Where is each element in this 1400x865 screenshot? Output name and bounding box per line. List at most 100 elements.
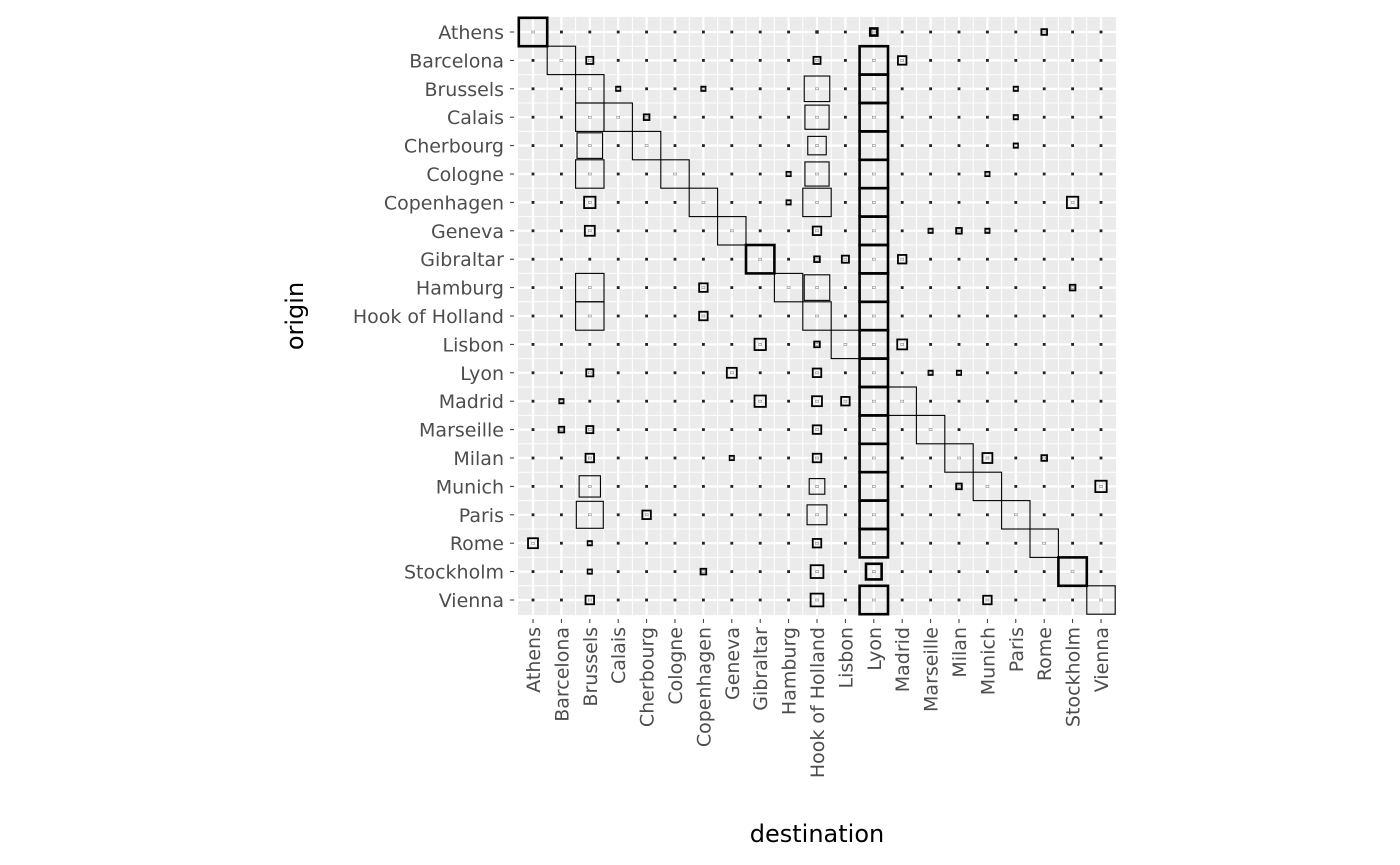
cell-mark xyxy=(984,227,991,234)
cell-mark xyxy=(641,509,652,520)
cell-mark xyxy=(730,87,734,91)
cell-mark xyxy=(1071,257,1075,261)
cell-center-mark xyxy=(815,371,819,375)
cell-mark xyxy=(701,428,705,432)
cell-mark xyxy=(559,200,563,204)
cell-mark xyxy=(1099,399,1103,403)
cell-mark xyxy=(843,598,847,602)
cell-mark xyxy=(517,16,549,48)
cell-mark xyxy=(843,570,847,574)
cell-mark xyxy=(929,456,933,460)
cell-mark xyxy=(957,541,961,545)
x-tick-label: Athens xyxy=(523,627,545,693)
cell-mark xyxy=(531,87,535,91)
cell-center-mark xyxy=(1013,513,1018,517)
cell-mark xyxy=(1012,85,1019,92)
cell-mark xyxy=(673,399,677,403)
cell-mark xyxy=(730,570,734,574)
cell-mark xyxy=(531,257,535,261)
cell-mark xyxy=(843,172,847,176)
cell-center-mark xyxy=(871,371,876,375)
y-tick-label: Rome xyxy=(450,533,504,555)
cell-mark xyxy=(730,513,734,517)
cell-mark xyxy=(803,274,831,301)
cell-mark xyxy=(531,428,535,432)
cell-mark xyxy=(531,286,535,290)
cell-mark xyxy=(1029,528,1059,558)
cell-center-mark xyxy=(815,428,819,431)
cell-mark xyxy=(673,541,677,545)
cell-center-mark xyxy=(871,30,876,34)
cell-mark xyxy=(929,484,933,488)
cell-mark xyxy=(985,399,989,403)
cell-mark xyxy=(586,568,593,575)
cell-center-mark xyxy=(815,172,819,176)
cell-center-mark xyxy=(701,201,706,204)
cell-center-mark xyxy=(587,172,592,176)
cell-mark xyxy=(616,286,620,290)
cell-mark xyxy=(531,229,535,233)
cell-mark xyxy=(1014,399,1018,403)
cell-mark xyxy=(787,229,791,233)
cell-mark xyxy=(787,257,791,261)
cell-mark xyxy=(730,428,734,432)
cell-mark xyxy=(645,428,649,432)
cell-center-mark xyxy=(729,371,734,375)
cell-center-mark xyxy=(729,456,734,460)
cell-mark xyxy=(787,513,791,517)
cell-center-mark xyxy=(900,59,905,62)
cell-mark xyxy=(787,371,791,375)
cell-mark xyxy=(1099,257,1103,261)
cell-mark xyxy=(1014,314,1018,318)
cell-center-mark xyxy=(587,570,592,573)
cell-mark xyxy=(1042,570,1046,574)
cell-mark xyxy=(955,482,963,491)
cell-center-mark xyxy=(587,286,592,289)
y-tick-label: Milan xyxy=(453,448,504,470)
y-tick-label: Gibraltar xyxy=(420,249,504,271)
cell-mark xyxy=(730,144,734,148)
cell-center-mark xyxy=(871,286,876,289)
cell-mark xyxy=(985,200,989,204)
cell-mark xyxy=(645,484,649,488)
cell-mark xyxy=(957,172,961,176)
cell-mark xyxy=(730,58,734,62)
cell-mark xyxy=(673,456,677,460)
marks xyxy=(517,16,1116,616)
cell-mark xyxy=(576,132,604,159)
cell-center-mark xyxy=(644,513,649,517)
cell-center-mark xyxy=(587,428,592,431)
x-tick-label: Hamburg xyxy=(779,627,801,715)
cell-mark xyxy=(843,229,847,233)
cell-center-mark xyxy=(815,399,819,403)
cell-mark xyxy=(730,286,734,290)
cell-mark xyxy=(531,115,535,119)
cell-mark xyxy=(673,371,677,375)
cell-mark xyxy=(588,30,592,34)
cell-mark xyxy=(531,58,535,62)
y-tick-label: Cherbourg xyxy=(404,136,504,158)
cell-mark xyxy=(813,340,821,349)
cell-center-mark xyxy=(1013,87,1018,91)
cell-center-mark xyxy=(1013,144,1018,147)
cell-mark xyxy=(1012,142,1019,149)
cell-mark xyxy=(673,115,677,119)
cell-mark xyxy=(858,527,890,559)
cell-mark xyxy=(864,562,883,581)
cell-mark xyxy=(700,85,707,92)
cell-center-mark xyxy=(871,343,876,346)
cell-mark xyxy=(929,87,933,91)
cell-mark xyxy=(559,144,563,148)
cell-mark xyxy=(531,399,535,403)
cell-mark xyxy=(631,130,662,161)
cell-mark xyxy=(929,257,933,261)
cell-mark xyxy=(616,30,620,34)
cell-mark xyxy=(616,172,620,176)
cell-mark xyxy=(981,452,994,464)
cell-center-mark xyxy=(701,570,706,573)
cell-mark xyxy=(927,227,934,234)
cell-center-mark xyxy=(985,485,990,488)
cell-center-mark xyxy=(843,257,848,261)
cell-center-mark xyxy=(815,59,819,62)
cell-mark xyxy=(1042,58,1046,62)
